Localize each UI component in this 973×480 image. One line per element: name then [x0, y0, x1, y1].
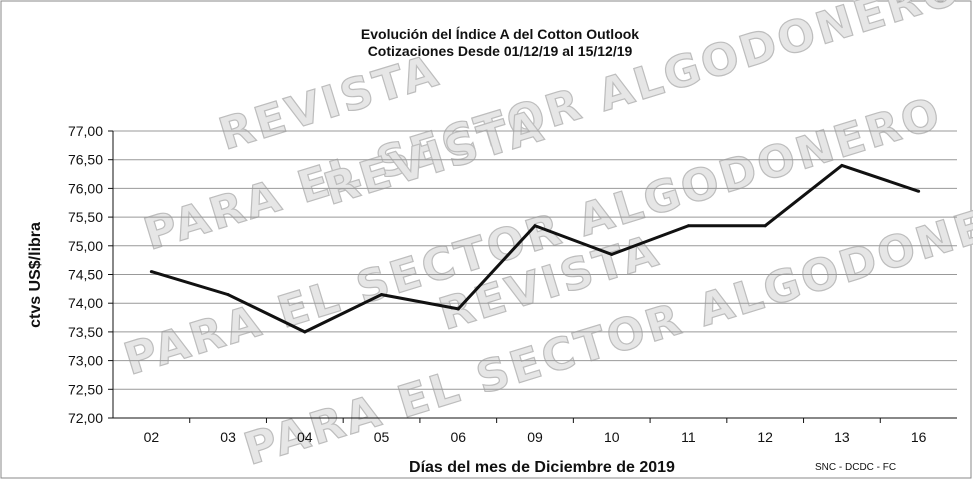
- data-point: [456, 307, 460, 311]
- x-tick-label: 16: [911, 429, 927, 445]
- y-tick-label: 74,00: [68, 295, 103, 311]
- x-tick-label: 04: [297, 429, 313, 445]
- y-tick-label: 77,00: [68, 123, 103, 139]
- y-tick-label: 73,00: [68, 353, 103, 369]
- data-point: [149, 270, 153, 274]
- y-tick-label: 76,50: [68, 152, 103, 168]
- grid-layer: [113, 130, 957, 390]
- x-tick-label: 09: [527, 429, 543, 445]
- chart-subtitle: Cotizaciones Desde 01/12/19 al 15/12/19: [368, 43, 633, 59]
- y-tick-label: 76,00: [68, 180, 103, 196]
- x-tick-label: 05: [374, 429, 390, 445]
- y-tick-label: 75,50: [68, 209, 103, 225]
- data-point: [303, 330, 307, 334]
- x-tick-label: 10: [604, 429, 620, 445]
- x-tick-label: 03: [220, 429, 236, 445]
- data-point: [917, 189, 921, 193]
- data-point: [763, 224, 767, 228]
- y-tick-label: 74,50: [68, 267, 103, 283]
- x-tick-label: 02: [144, 429, 160, 445]
- x-tick-label: 11: [681, 429, 696, 445]
- x-axis-ticks: 02 03 04 05 06 09 10 11 12 13 16: [144, 418, 927, 445]
- chart-title: Evolución del Índice A del Cotton Outloo…: [361, 26, 639, 42]
- data-point: [610, 252, 614, 256]
- y-tick-label: 73,50: [68, 324, 103, 340]
- data-point: [686, 224, 690, 228]
- x-tick-label: 12: [757, 429, 773, 445]
- data-point: [226, 293, 230, 297]
- data-points: [149, 163, 921, 334]
- y-tick-label: 75,00: [68, 238, 103, 254]
- x-tick-label: 13: [834, 429, 850, 445]
- y-axis-ticks: 72,00 72,50 73,00 73,50 74,00 74,50 75,00 75,50…: [68, 123, 113, 426]
- data-point: [380, 293, 384, 297]
- data-point: [840, 163, 844, 167]
- y-tick-label: 72,00: [68, 410, 103, 426]
- y-axis-label: ctvs US$/libra: [27, 222, 44, 328]
- data-point: [533, 224, 537, 228]
- source-note: SNC - DCDC - FC: [815, 462, 896, 473]
- y-tick-label: 72,50: [68, 381, 103, 397]
- x-tick-label: 06: [450, 429, 466, 445]
- x-axis-label: Días del mes de Diciembre de 2019: [409, 459, 675, 476]
